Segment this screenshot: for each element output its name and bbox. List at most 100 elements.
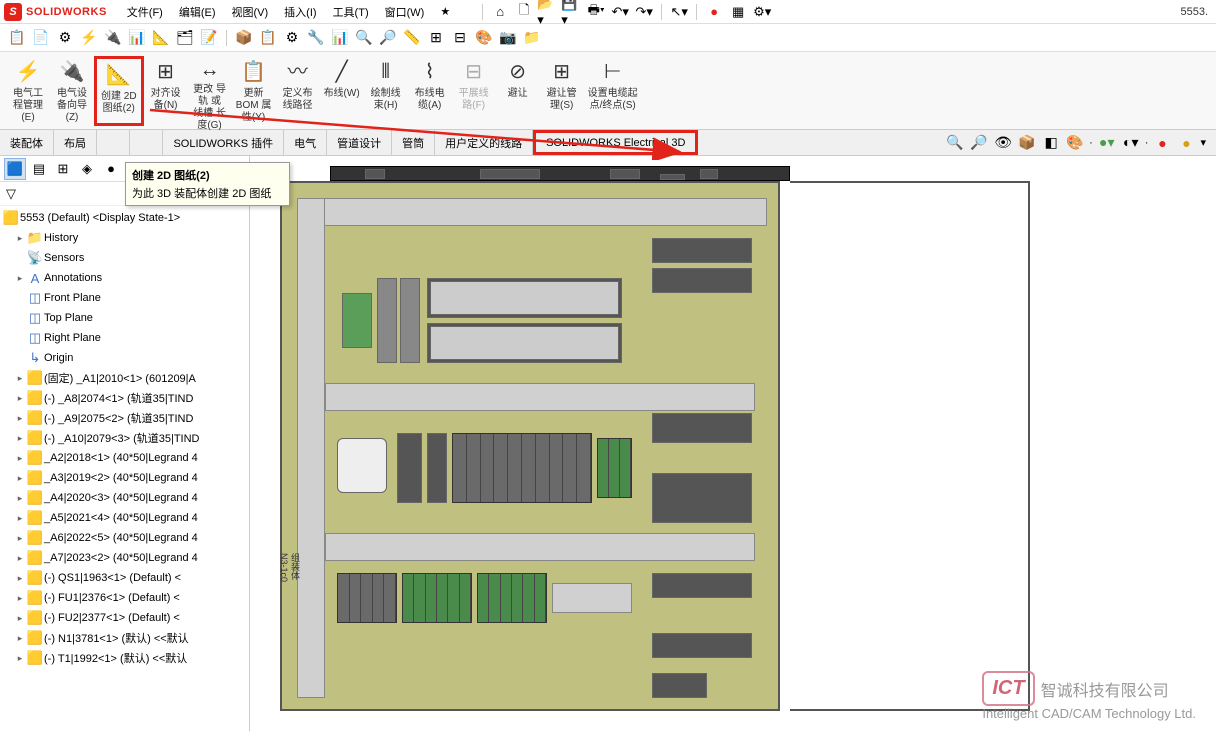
- menu-item[interactable]: 窗口(W): [377, 5, 433, 21]
- tree-node[interactable]: ▸🟨(-) QS1|1963<1> (Default) <: [0, 568, 249, 588]
- tool-icon[interactable]: 🔍: [353, 27, 375, 49]
- tree-node[interactable]: ▸🟨(-) FU2|2377<1> (Default) <: [0, 608, 249, 628]
- menu-item[interactable]: 视图(V): [224, 5, 277, 21]
- expand-icon[interactable]: ▸: [14, 453, 26, 464]
- command-tab[interactable]: SOLIDWORKS 插件: [163, 130, 284, 155]
- tool-icon[interactable]: ⚙: [54, 27, 76, 49]
- view-cube-icon[interactable]: 📦: [1017, 133, 1037, 153]
- rebuild-icon[interactable]: ●: [703, 2, 725, 22]
- expand-icon[interactable]: ▸: [14, 553, 26, 564]
- graphics-canvas[interactable]: 组装体N3-1c0 ICT 智诚科技有限公司 Intelligent CAD/C…: [250, 156, 1216, 731]
- command-tab[interactable]: [97, 130, 130, 155]
- view-icon[interactable]: 👁: [993, 133, 1013, 153]
- expand-icon[interactable]: ▸: [14, 393, 26, 404]
- expand-icon[interactable]: ▸: [14, 493, 26, 504]
- tree-node[interactable]: ▸🟨_A2|2018<1> (40*50|Legrand 4: [0, 448, 249, 468]
- ribbon-button[interactable]: ⊞避让管 理(S): [540, 56, 584, 126]
- open-icon[interactable]: 📂▾: [537, 2, 559, 22]
- expand-icon[interactable]: ▸: [14, 273, 26, 284]
- tree-root[interactable]: 🟨 5553 (Default) <Display State-1>: [0, 208, 249, 228]
- tree-node[interactable]: ▸🟨(-) _A8|2074<1> (轨道35|TIND: [0, 388, 249, 408]
- tool-icon[interactable]: 🔧: [305, 27, 327, 49]
- expand-icon[interactable]: ▸: [14, 613, 26, 624]
- tree-node[interactable]: ▸🟨(-) FU1|2376<1> (Default) <: [0, 588, 249, 608]
- tool-icon[interactable]: 🗂: [174, 27, 196, 49]
- command-tab[interactable]: 管筒: [392, 130, 435, 155]
- tool-icon[interactable]: 📐: [150, 27, 172, 49]
- tool-icon[interactable]: ⚡: [78, 27, 100, 49]
- tree-node[interactable]: ▸🟨(-) _A10|2079<3> (轨道35|TIND: [0, 428, 249, 448]
- command-tab[interactable]: 布局: [54, 130, 97, 155]
- select-icon[interactable]: ↖▾: [668, 2, 690, 22]
- expand-icon[interactable]: ▸: [14, 473, 26, 484]
- menu-star-icon[interactable]: ★: [432, 3, 458, 20]
- menu-item[interactable]: 工具(T): [325, 5, 377, 21]
- scene-icon[interactable]: ◐▾: [1121, 133, 1141, 153]
- menu-item[interactable]: 插入(I): [276, 5, 324, 21]
- tree-node[interactable]: ▸🟨(-) T1|1992<1> (默认) <<默认: [0, 648, 249, 668]
- feature-tree-tab-icon[interactable]: 🟦: [4, 158, 26, 180]
- command-tab[interactable]: 用户定义的线路: [435, 130, 533, 155]
- expand-icon[interactable]: ▸: [14, 533, 26, 544]
- settings-icon[interactable]: ⚙▾: [751, 2, 773, 22]
- ribbon-button[interactable]: ⊢设置电缆起 点/终点(S): [584, 56, 642, 126]
- tree-node[interactable]: 📡Sensors: [0, 248, 249, 268]
- tree-node[interactable]: ▸🟨_A5|2021<4> (40*50|Legrand 4: [0, 508, 249, 528]
- ribbon-button[interactable]: 📋更新 BOM 属 性(Y): [232, 56, 276, 126]
- options-icon[interactable]: ▦: [727, 2, 749, 22]
- redo-icon[interactable]: ↷▾: [633, 2, 655, 22]
- expand-icon[interactable]: ▸: [14, 373, 26, 384]
- expand-icon[interactable]: ▸: [14, 653, 26, 664]
- expand-icon[interactable]: ▸: [14, 233, 26, 244]
- new-icon[interactable]: 🗋: [513, 2, 535, 22]
- tool-icon[interactable]: 📝: [198, 27, 220, 49]
- tree-node[interactable]: ▸AAnnotations: [0, 268, 249, 288]
- tree-node[interactable]: ▸🟨(-) _A9|2075<2> (轨道35|TIND: [0, 408, 249, 428]
- tree-node[interactable]: ◫Right Plane: [0, 328, 249, 348]
- tree-node[interactable]: ▸🟨(固定) _A1|2010<1> (601209|A: [0, 368, 249, 388]
- tree-node[interactable]: ▸🟨(-) N1|3781<1> (默认) <<默认: [0, 628, 249, 648]
- tool-icon[interactable]: 📁: [521, 27, 543, 49]
- command-tab[interactable]: [130, 130, 163, 155]
- tree-node[interactable]: ▸🟨_A7|2023<2> (40*50|Legrand 4: [0, 548, 249, 568]
- tree-node[interactable]: ▸🟨_A3|2019<2> (40*50|Legrand 4: [0, 468, 249, 488]
- tool-icon[interactable]: 📋: [6, 27, 28, 49]
- ribbon-button[interactable]: 🔌电气设 备向导 (Z): [50, 56, 94, 126]
- ribbon-button[interactable]: ↔更改 导 轨 或 线槽 长 度(G): [188, 56, 232, 126]
- ribbon-button[interactable]: ⊞对齐设 备(N): [144, 56, 188, 126]
- tool-icon[interactable]: 📊: [329, 27, 351, 49]
- command-tab[interactable]: 电气: [284, 130, 327, 155]
- decal-icon[interactable]: ●: [1176, 133, 1196, 153]
- config-tab-icon[interactable]: ⊞: [52, 158, 74, 180]
- tool-icon[interactable]: 🔎: [377, 27, 399, 49]
- tree-node[interactable]: ▸📁History: [0, 228, 249, 248]
- tool-icon[interactable]: 📄: [30, 27, 52, 49]
- ribbon-button[interactable]: ⌇布线电 缆(A): [408, 56, 452, 126]
- zoom-area-icon[interactable]: 🔎: [969, 133, 989, 153]
- tree-node[interactable]: ▸🟨_A4|2020<3> (40*50|Legrand 4: [0, 488, 249, 508]
- display-icon[interactable]: 🎨: [1065, 133, 1085, 153]
- ribbon-button[interactable]: ⚡电气工 程管理 (E): [6, 56, 50, 126]
- expand-icon[interactable]: ▸: [14, 633, 26, 644]
- ribbon-button[interactable]: ⦀绘制线 束(H): [364, 56, 408, 126]
- expand-icon[interactable]: ▸: [14, 433, 26, 444]
- tool-icon[interactable]: 📊: [126, 27, 148, 49]
- filter-icon[interactable]: ▽: [6, 186, 16, 202]
- property-tab-icon[interactable]: ▤: [28, 158, 50, 180]
- zoom-fit-icon[interactable]: 🔍: [945, 133, 965, 153]
- tree-node[interactable]: ↳Origin: [0, 348, 249, 368]
- tool-icon[interactable]: ⊟: [449, 27, 471, 49]
- ribbon-button[interactable]: 〰定义布 线路径: [276, 56, 320, 126]
- print-icon[interactable]: 🖶▾: [585, 2, 607, 22]
- tool-icon[interactable]: 🔌: [102, 27, 124, 49]
- render-icon[interactable]: ●▾: [1097, 133, 1117, 153]
- command-tab[interactable]: SOLIDWORKS Electrical 3D: [533, 130, 698, 155]
- tool-icon[interactable]: 📏: [401, 27, 423, 49]
- expand-icon[interactable]: ▸: [14, 513, 26, 524]
- home-icon[interactable]: ⌂: [489, 2, 511, 22]
- undo-icon[interactable]: ↶▾: [609, 2, 631, 22]
- tool-icon[interactable]: 📷: [497, 27, 519, 49]
- tool-icon[interactable]: ⚙: [281, 27, 303, 49]
- expand-icon[interactable]: ▸: [14, 573, 26, 584]
- tree-node[interactable]: ◫Top Plane: [0, 308, 249, 328]
